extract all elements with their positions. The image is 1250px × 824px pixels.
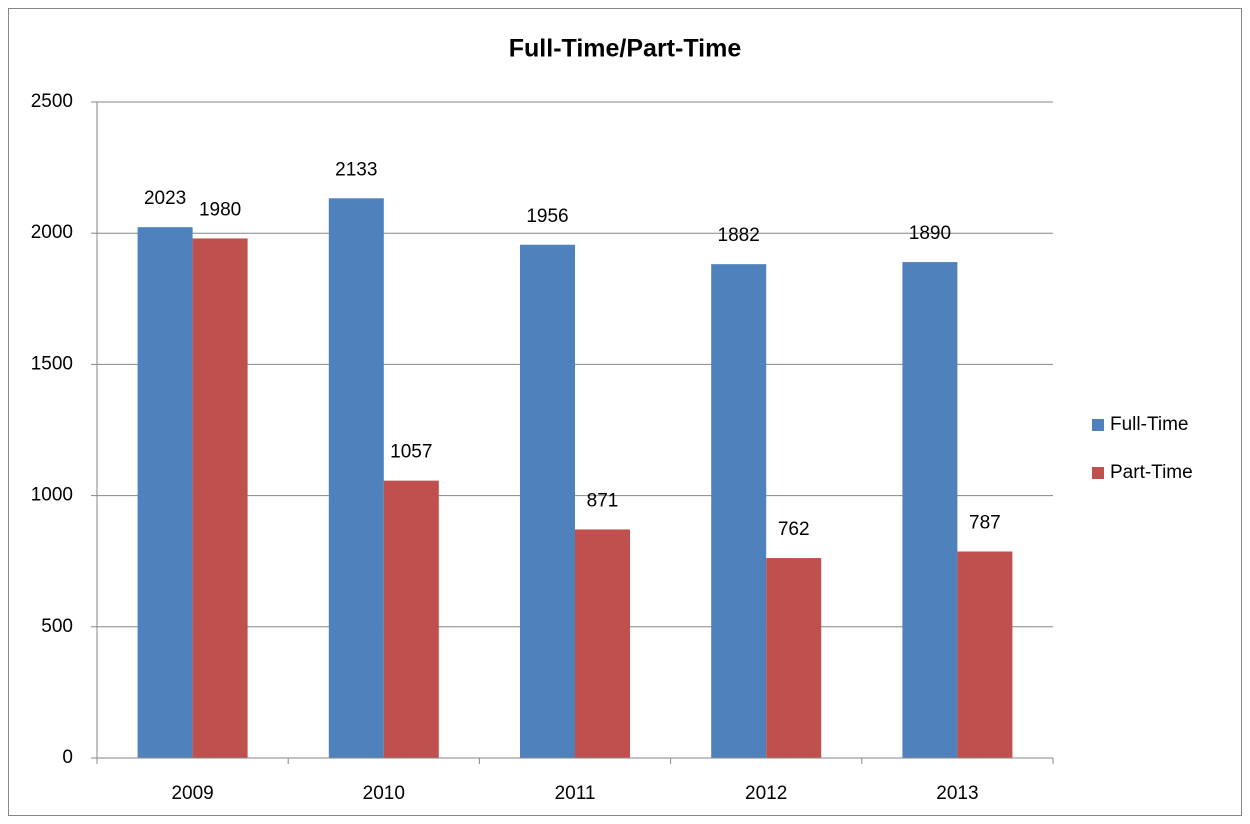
bar	[957, 551, 1013, 758]
data-label: 2133	[335, 159, 377, 180]
y-tick-label: 1500	[31, 353, 73, 374]
legend-label: Full-Time	[1110, 414, 1188, 435]
bar	[383, 480, 439, 758]
bar	[520, 244, 575, 758]
x-tick-label: 2012	[745, 783, 787, 804]
legend-swatch	[1092, 419, 1104, 431]
legend-swatch	[1092, 467, 1104, 479]
bar	[575, 529, 630, 758]
x-tick-label: 2011	[555, 783, 596, 804]
x-tick-label: 2010	[363, 783, 405, 804]
y-tick-label: 0	[62, 747, 73, 768]
x-tick-label: 2009	[171, 783, 213, 804]
y-tick-label: 1000	[31, 485, 73, 506]
y-tick-label: 500	[41, 616, 73, 637]
legend-label: Part-Time	[1110, 462, 1193, 483]
bar	[328, 198, 384, 759]
data-label: 1882	[718, 225, 760, 246]
data-label: 1980	[199, 199, 241, 220]
data-label: 1890	[909, 223, 951, 244]
data-label: 2023	[144, 188, 186, 209]
bar	[766, 558, 822, 758]
data-label: 1057	[390, 442, 432, 463]
data-label: 871	[587, 490, 619, 511]
data-label: 787	[969, 513, 1001, 534]
y-tick-label: 2000	[31, 222, 73, 243]
data-label: 1956	[526, 206, 568, 227]
y-tick-label: 2500	[31, 91, 73, 112]
data-label: 762	[778, 519, 810, 540]
bar	[192, 238, 248, 758]
bar	[902, 262, 958, 758]
bar	[137, 227, 193, 758]
x-tick-label: 2013	[936, 783, 978, 804]
bar	[711, 264, 767, 758]
chart-title: Full-Time/Part-Time	[509, 35, 742, 63]
